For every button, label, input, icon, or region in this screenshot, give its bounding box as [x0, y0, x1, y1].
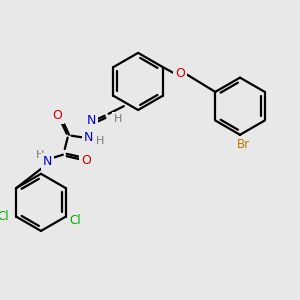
- Text: N: N: [87, 114, 96, 127]
- Text: O: O: [175, 67, 185, 80]
- Text: N: N: [43, 155, 52, 168]
- Text: O: O: [52, 109, 62, 122]
- Text: H: H: [114, 114, 122, 124]
- Text: O: O: [81, 154, 91, 167]
- Text: Cl: Cl: [0, 210, 9, 223]
- Text: Cl: Cl: [69, 214, 81, 227]
- Text: N: N: [84, 131, 93, 144]
- Text: Br: Br: [237, 138, 250, 151]
- Text: H: H: [36, 150, 44, 160]
- Text: H: H: [96, 136, 104, 146]
